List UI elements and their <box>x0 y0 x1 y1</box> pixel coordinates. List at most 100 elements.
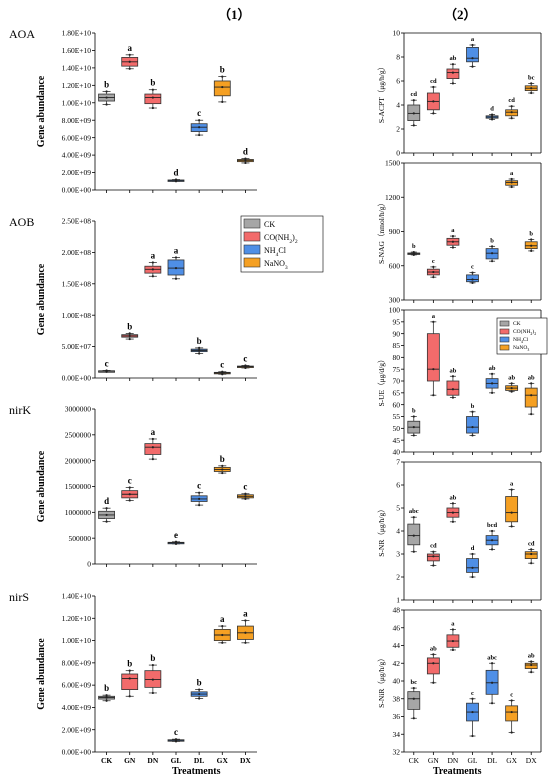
significance-letter: cd <box>430 78 437 85</box>
y-tick-label: 70 <box>393 377 401 386</box>
y-tick-label: 5.00E+07 <box>62 342 92 351</box>
box-GX: b <box>213 65 231 104</box>
data-point <box>128 669 131 672</box>
significance-letter: c <box>471 264 474 271</box>
y-tick-label: 8 <box>396 53 400 62</box>
data-point <box>471 434 474 437</box>
data-point <box>412 697 415 700</box>
significance-letter: c <box>243 482 247 492</box>
data-point <box>198 692 201 696</box>
y-tick-label: 42 <box>393 659 401 668</box>
data-point <box>432 320 435 323</box>
data-point <box>105 696 108 699</box>
y-tick-label: 900 <box>389 227 401 236</box>
box-rect <box>446 380 460 396</box>
significance-letter: d <box>104 496 109 506</box>
legend-label: NH4Cl <box>264 246 287 258</box>
y-tick-label: 0.00E+00 <box>62 374 92 383</box>
data-point <box>151 458 154 461</box>
significance-letter: a <box>451 621 455 628</box>
chart-panel-left-2: 0.00E+00 5.00E+07 1.00E+08 1.50E+08 2.00E+08… <box>9 215 257 383</box>
data-point <box>412 687 415 690</box>
y-axis-label: S-ACPT（μg/h/g） <box>377 63 386 123</box>
y-axis-label: Gene abundance <box>36 450 47 522</box>
data-point <box>451 628 455 631</box>
data-point <box>451 396 455 399</box>
data-point <box>412 112 415 115</box>
y-tick-label: 46 <box>393 623 401 632</box>
data-point <box>432 550 435 553</box>
box-GL: b <box>466 403 479 437</box>
significance-letter: ab <box>430 645 437 652</box>
x-tick-label: CK <box>101 756 112 765</box>
data-point <box>451 648 455 652</box>
data-point <box>174 267 178 270</box>
box-DL: b <box>485 237 499 263</box>
significance-letter: c <box>471 690 474 697</box>
x-tick-label: DL <box>487 756 497 765</box>
data-point <box>412 534 415 537</box>
box-DX: b <box>524 230 538 253</box>
data-point <box>105 513 108 517</box>
box-CK: bc <box>407 679 421 720</box>
x-tick-label: GL <box>171 756 182 765</box>
data-point <box>490 382 494 385</box>
y-tick-label: 55 <box>393 412 401 421</box>
data-point <box>174 277 178 280</box>
y-tick-label: 5 <box>396 504 400 513</box>
box-CK: c <box>98 358 115 373</box>
box-rect <box>524 387 538 408</box>
y-tick-label: 3000000 <box>65 405 92 414</box>
gene-label: nirK <box>9 403 31 417</box>
data-point <box>198 491 201 494</box>
data-point <box>174 738 178 741</box>
data-point <box>490 372 494 375</box>
y-tick-label: 34 <box>393 730 401 739</box>
data-point <box>490 681 494 684</box>
significance-letter: ab <box>449 55 456 62</box>
box-GN: cd <box>426 543 440 567</box>
box-DN: ab <box>446 494 460 523</box>
data-point <box>151 275 154 278</box>
data-point <box>151 437 154 441</box>
data-point <box>244 641 247 644</box>
box-rect <box>407 691 421 710</box>
data-point <box>451 388 455 391</box>
data-point <box>151 691 154 695</box>
data-point <box>471 43 474 47</box>
box-rect <box>213 80 231 97</box>
data-point <box>490 252 494 255</box>
data-point <box>490 391 494 394</box>
data-point <box>244 159 247 162</box>
data-point <box>151 663 154 667</box>
data-point <box>432 368 435 371</box>
data-point <box>451 63 455 66</box>
box-GN: c <box>121 476 139 502</box>
significance-letter: c <box>105 358 109 368</box>
y-tick-label: 8.00E+09 <box>62 658 92 667</box>
y-tick-label: 1.40E+10 <box>62 592 92 601</box>
x-tick-label: GX <box>506 756 517 765</box>
box-CK: cd <box>407 91 421 127</box>
data-point <box>198 349 201 352</box>
data-point <box>105 103 108 106</box>
box-GX: c <box>213 360 231 376</box>
box-GN: b <box>121 321 139 341</box>
data-point <box>451 82 455 85</box>
data-point <box>432 85 435 89</box>
box-GX: c <box>505 692 519 734</box>
data-point <box>221 641 224 644</box>
data-point <box>221 370 224 373</box>
data-point <box>530 238 533 241</box>
y-tick-label: 36 <box>393 712 401 721</box>
legend-swatch <box>499 344 510 351</box>
y-tick-label: 40 <box>393 677 401 686</box>
box-DN: a <box>144 250 162 278</box>
panel-title-right: （2） <box>444 7 477 22</box>
data-point <box>128 60 131 63</box>
box-rect <box>466 274 479 283</box>
box-CK: b <box>407 243 421 257</box>
significance-letter: b <box>127 321 132 331</box>
x-tick-label: GN <box>428 756 439 765</box>
y-tick-label: 50 <box>393 424 401 433</box>
